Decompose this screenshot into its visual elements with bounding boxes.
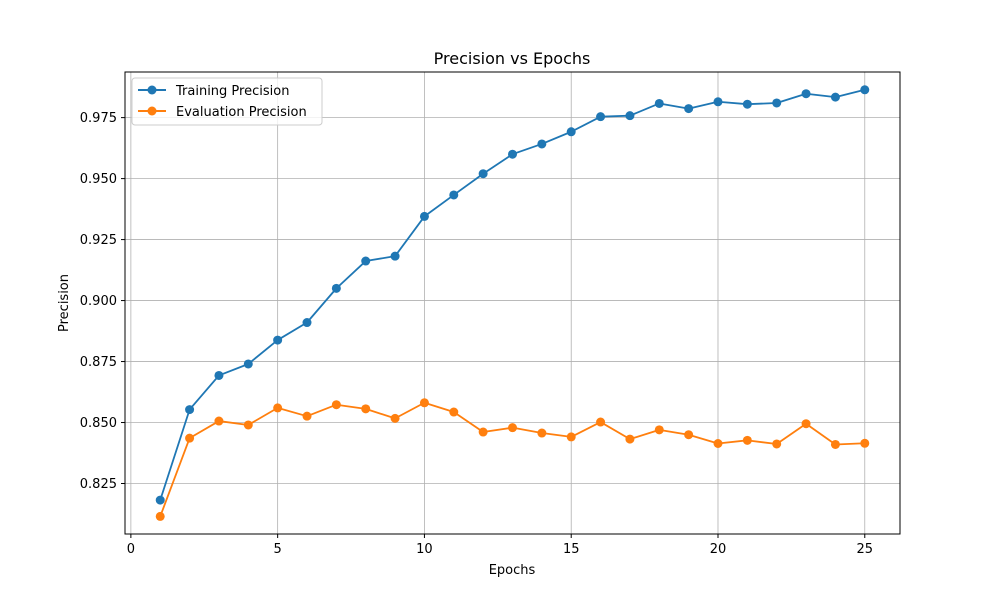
- data-point: [419, 211, 429, 221]
- data-point: [155, 511, 165, 521]
- plot-area-frame: [124, 71, 901, 535]
- data-point: [860, 85, 870, 95]
- data-point: [390, 413, 400, 423]
- legend-box: [131, 77, 323, 126]
- legend-marker-evaluation: [147, 106, 157, 116]
- data-point: [654, 425, 664, 435]
- data-point: [419, 398, 429, 408]
- y-tick-label: 0.900: [80, 294, 117, 309]
- data-point: [742, 99, 752, 109]
- data-point: [302, 318, 312, 328]
- data-point: [830, 92, 840, 102]
- chart-title: Precision vs Epochs: [434, 49, 591, 68]
- series-evaluation: [155, 398, 870, 521]
- data-point: [155, 495, 165, 505]
- x-tick-label: 20: [710, 542, 727, 557]
- x-tick-label: 10: [416, 542, 433, 557]
- data-point: [772, 98, 782, 108]
- data-point: [713, 439, 723, 449]
- y-axis-label: Precision: [57, 274, 72, 332]
- data-point: [390, 251, 400, 261]
- y-axis-ticks: 0.825 0.850 0.875 0.900 0.925 0.950 0.975: [80, 111, 125, 492]
- legend-label-training: Training Precision: [175, 84, 289, 99]
- data-point: [596, 417, 606, 427]
- y-tick-label: 0.825: [80, 477, 117, 492]
- data-point: [449, 407, 459, 417]
- data-point: [625, 111, 635, 121]
- series-layer: [155, 85, 870, 521]
- data-point: [537, 428, 547, 438]
- x-tick-label: 0: [127, 542, 135, 557]
- data-point: [243, 359, 253, 369]
- y-tick-label: 0.875: [80, 355, 117, 370]
- data-point: [185, 433, 195, 443]
- data-point: [331, 283, 341, 293]
- x-axis-ticks: 0 5 10 15 20 25: [127, 534, 873, 557]
- data-point: [713, 97, 723, 107]
- data-point: [801, 89, 811, 99]
- data-point: [508, 423, 517, 433]
- data-point: [449, 190, 459, 200]
- legend-label-evaluation: Evaluation Precision: [176, 105, 307, 120]
- x-tick-label: 25: [856, 542, 873, 557]
- data-point: [478, 427, 488, 437]
- data-point: [830, 439, 840, 449]
- data-point: [742, 435, 752, 445]
- data-point: [860, 438, 870, 448]
- data-point: [684, 104, 694, 114]
- series-training: [155, 85, 870, 505]
- x-tick-label: 15: [563, 542, 580, 557]
- y-tick-label: 0.850: [80, 416, 117, 431]
- data-point: [684, 430, 694, 440]
- data-point: [361, 256, 371, 266]
- data-point: [478, 169, 488, 179]
- data-point: [654, 98, 664, 108]
- y-tick-label: 0.950: [80, 172, 117, 187]
- data-point: [302, 411, 312, 421]
- x-tick-label: 5: [274, 542, 282, 557]
- data-point: [243, 420, 253, 430]
- data-point: [566, 432, 576, 442]
- data-point: [331, 400, 341, 410]
- data-point: [214, 416, 224, 426]
- y-tick-label: 0.925: [80, 233, 117, 248]
- legend-marker-training: [147, 85, 157, 95]
- data-point: [772, 439, 782, 449]
- data-point: [273, 335, 283, 345]
- x-axis-label: Epochs: [489, 563, 536, 578]
- data-point: [566, 127, 576, 137]
- data-point: [801, 419, 811, 429]
- data-point: [537, 139, 547, 149]
- data-point: [214, 370, 224, 380]
- data-point: [273, 403, 283, 413]
- y-tick-label: 0.975: [80, 111, 117, 126]
- data-point: [361, 404, 371, 414]
- data-point: [508, 149, 517, 159]
- data-point: [185, 405, 195, 415]
- data-point: [596, 112, 606, 122]
- data-point: [625, 434, 635, 444]
- legend: Training Precision Evaluation Precision: [131, 77, 323, 126]
